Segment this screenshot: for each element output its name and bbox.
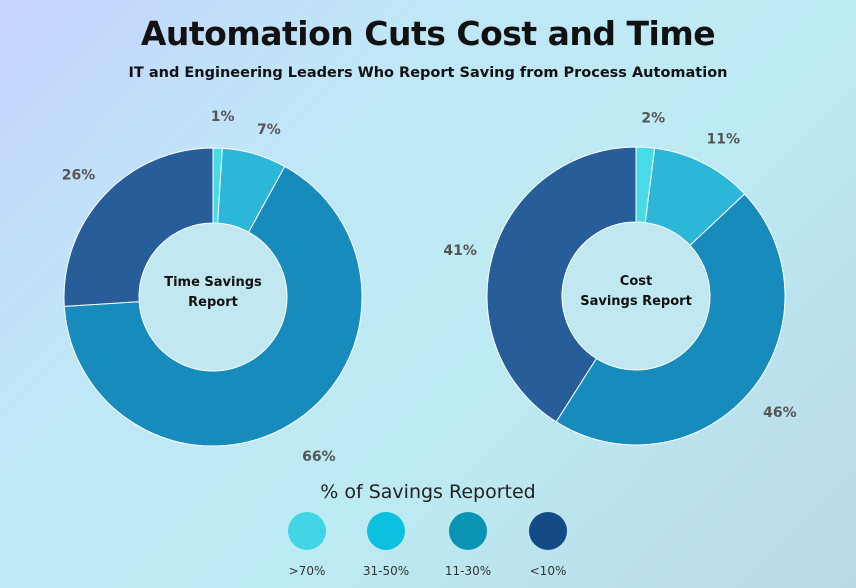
time-slice-lt10 xyxy=(63,147,214,307)
cost-slice-11-30 xyxy=(555,193,786,446)
legend-title: % of Savings Reported xyxy=(320,481,536,503)
legend-label-gt70: >70% xyxy=(288,564,326,578)
cost-center-label-line-2: Savings Report xyxy=(580,294,692,309)
time-donut-center xyxy=(140,224,286,370)
time-center-label-line-1: Time Savings xyxy=(164,275,262,290)
legend-label-lt10: <10% xyxy=(529,564,567,578)
cost-label-31-50: 11% xyxy=(707,132,741,148)
legend-label-11-30: 11-30% xyxy=(444,564,492,578)
cost-donut-center xyxy=(563,223,709,369)
cost-label-11-30: 46% xyxy=(763,405,797,421)
legend-item-lt10: <10% xyxy=(503,512,593,578)
cost-label-gt70: 2% xyxy=(641,110,665,126)
legend-item-31-50: 31-50% xyxy=(341,512,431,578)
legend-label-31-50: 31-50% xyxy=(362,564,410,578)
legend-swatch-gt70 xyxy=(288,512,326,550)
legend-swatch-31-50 xyxy=(367,512,405,550)
time-label-11-30: 66% xyxy=(302,449,336,465)
legend-swatch-lt10 xyxy=(529,512,567,550)
chart-subtitle: IT and Engineering Leaders Who Report Sa… xyxy=(128,65,728,81)
legend-item-gt70: >70% xyxy=(262,512,352,578)
legend-swatch-11-30 xyxy=(449,512,487,550)
chart-title: Automation Cuts Cost and Time xyxy=(140,14,716,53)
time-label-gt70: 1% xyxy=(211,109,235,125)
time-slice-11-30 xyxy=(63,165,363,447)
legend-item-11-30: 11-30% xyxy=(423,512,513,578)
cost-center-label-line-1: Cost xyxy=(620,274,652,289)
cost-label-lt10: 41% xyxy=(443,243,477,259)
time-label-lt10: 26% xyxy=(62,167,96,183)
time-center-label-line-2: Report xyxy=(188,295,238,310)
time-label-31-50: 7% xyxy=(257,122,281,138)
cost-slice-lt10 xyxy=(486,146,637,423)
